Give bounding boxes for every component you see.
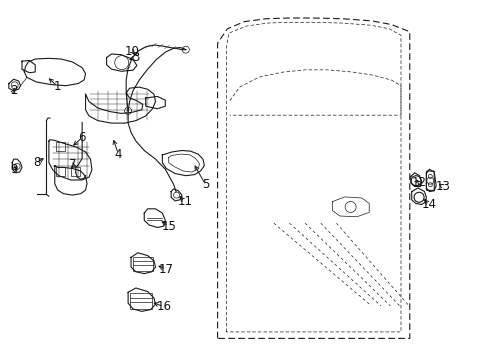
Text: 2: 2 (10, 84, 18, 97)
Text: 5: 5 (201, 178, 209, 191)
Text: 13: 13 (435, 180, 449, 193)
Text: 15: 15 (161, 220, 176, 233)
Text: 12: 12 (411, 176, 426, 189)
Text: 16: 16 (156, 300, 171, 313)
Bar (56, 142, 65, 151)
Text: 11: 11 (177, 195, 192, 208)
Bar (56, 167, 65, 176)
Text: 9: 9 (10, 163, 18, 176)
Text: 10: 10 (124, 45, 139, 58)
Text: 14: 14 (421, 198, 436, 211)
Text: 3: 3 (132, 51, 140, 64)
Text: 4: 4 (114, 148, 122, 161)
Text: 17: 17 (159, 263, 173, 276)
Bar (133, 257, 152, 271)
Text: 1: 1 (54, 80, 61, 93)
Text: 8: 8 (33, 156, 41, 169)
Text: 7: 7 (68, 158, 76, 171)
Bar (130, 293, 152, 309)
Bar (71, 167, 80, 176)
Text: 6: 6 (78, 131, 86, 144)
